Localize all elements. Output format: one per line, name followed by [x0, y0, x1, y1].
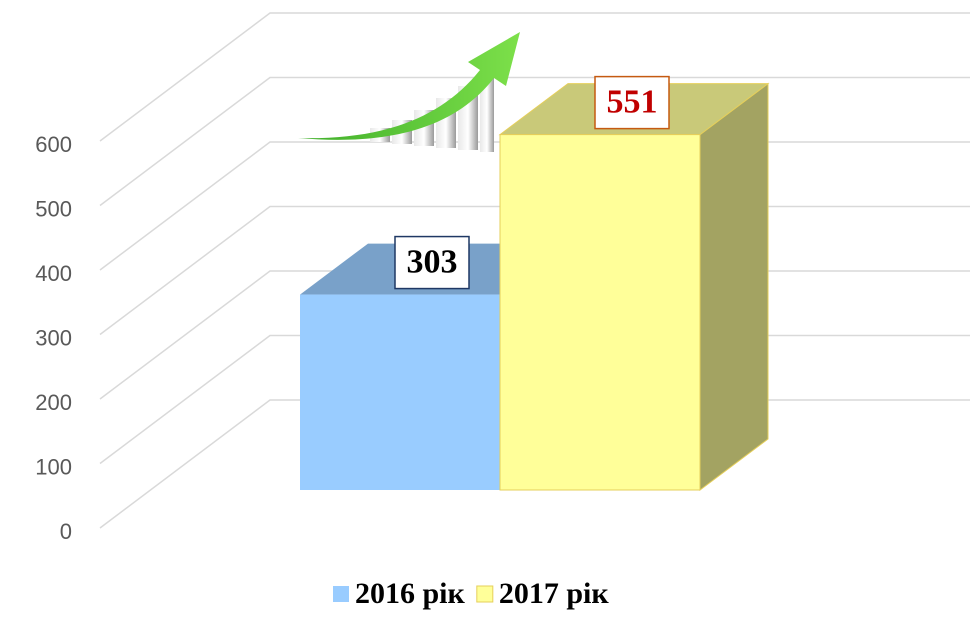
growth-icon	[298, 32, 520, 152]
bar-front	[499, 134, 701, 491]
data-labels: 303 551	[394, 75, 670, 290]
grid-line	[99, 76, 970, 207]
y-tick-label: 500	[35, 196, 72, 221]
legend-swatch	[476, 585, 494, 603]
data-label-box	[394, 235, 470, 290]
legend-label: 2017 рік	[499, 577, 610, 610]
y-tick-label: 200	[35, 390, 72, 415]
bar	[498, 82, 770, 491]
y-tick-label: 100	[35, 454, 72, 479]
y-tick-label: 600	[35, 132, 72, 157]
grid-line	[99, 12, 970, 142]
bar-side	[699, 82, 769, 491]
y-tick-label: 0	[60, 519, 72, 544]
bar-front	[300, 294, 500, 490]
y-tick-label: 300	[35, 325, 72, 350]
grid: 0 100 200 300 400 500 600	[35, 12, 970, 544]
legend-swatch	[333, 586, 349, 602]
data-label-box	[594, 75, 670, 130]
data-label: 303	[407, 243, 458, 280]
legend-label: 2016 рік	[355, 577, 466, 610]
y-tick-label: 400	[35, 261, 72, 286]
bars	[300, 82, 770, 491]
data-label: 551	[607, 83, 658, 120]
legend: 2016 рік 2017 рік	[333, 577, 609, 610]
